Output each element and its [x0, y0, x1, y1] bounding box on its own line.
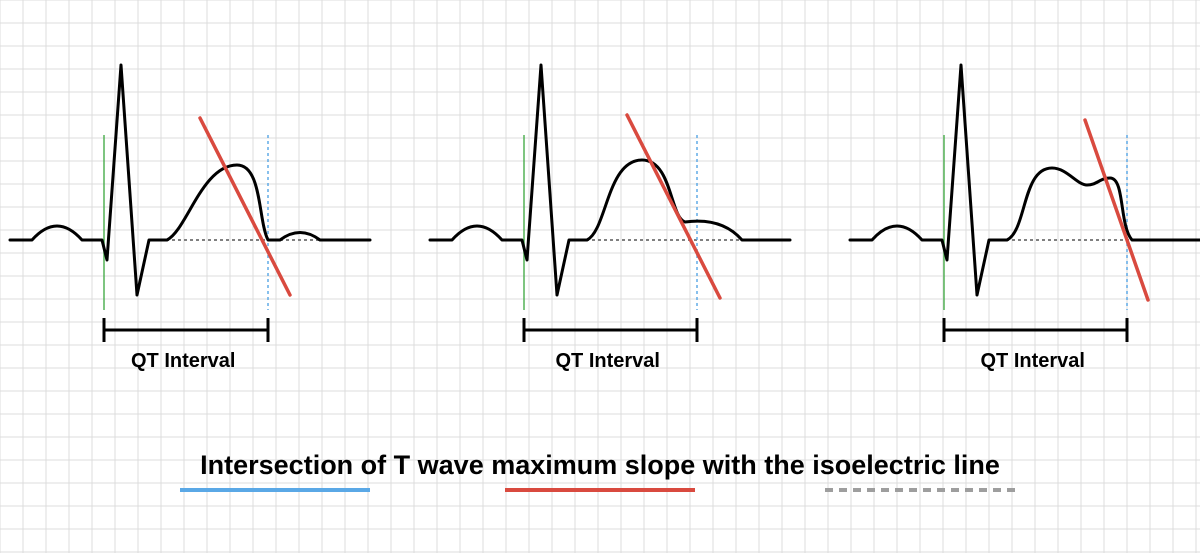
- tangent-line: [1085, 120, 1148, 300]
- ecg-trace: [10, 65, 370, 295]
- qt-interval-bracket: [524, 318, 697, 342]
- tangent-line: [627, 115, 720, 298]
- tangent-line: [200, 118, 290, 295]
- qt-interval-label: QT Interval: [131, 350, 235, 373]
- qt-interval-bracket: [104, 318, 268, 342]
- diagram-canvas: QT Interval QT Interval QT Interval Interse…: [0, 0, 1200, 553]
- ecg-trace: [850, 65, 1200, 295]
- qt-interval-label: QT Interval: [556, 350, 660, 373]
- qt-interval-bracket: [944, 318, 1127, 342]
- qt-interval-label: QT Interval: [981, 350, 1085, 373]
- diagram-caption: Intersection of T wave maximum slope wit…: [200, 450, 1000, 481]
- ecg-trace: [430, 65, 790, 295]
